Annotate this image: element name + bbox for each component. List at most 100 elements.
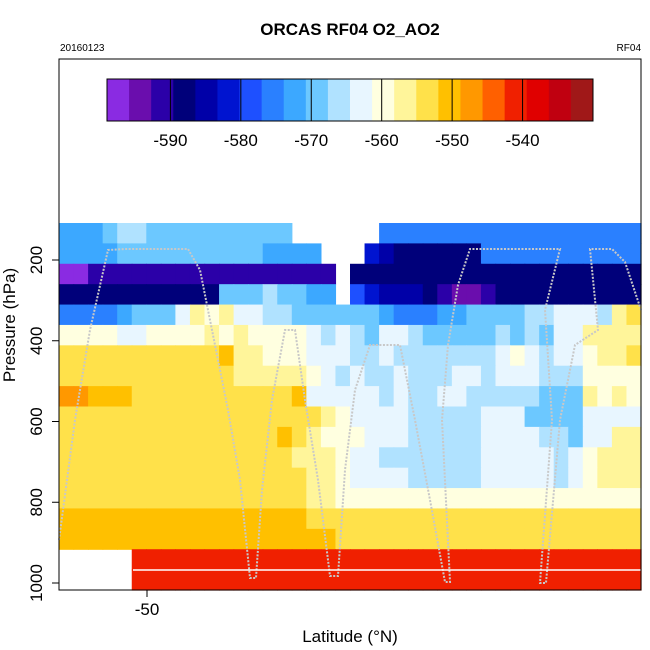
heatmap-cell <box>350 569 366 591</box>
heatmap-cell <box>480 365 497 387</box>
heatmap-cell <box>262 528 278 550</box>
heatmap-cell <box>117 365 133 387</box>
heatmap-cell <box>131 324 147 346</box>
heatmap-cell <box>73 386 89 408</box>
heatmap-cell <box>611 243 628 265</box>
heatmap-cell <box>233 223 249 244</box>
heatmap-cell <box>597 508 613 530</box>
heatmap-cell <box>451 243 467 265</box>
heatmap-cell <box>539 528 555 550</box>
heatmap-cell <box>189 569 206 591</box>
heatmap-cell <box>277 365 293 387</box>
heatmap-cell <box>510 569 526 591</box>
heatmap-cell <box>611 467 628 489</box>
heatmap-cell <box>393 488 409 510</box>
heatmap-cell <box>480 406 497 428</box>
heatmap-cell <box>393 365 409 387</box>
heatmap-cell <box>364 324 380 346</box>
heatmap-cell <box>204 508 220 530</box>
heatmap-cell <box>204 549 220 571</box>
heatmap-cell <box>306 528 322 550</box>
heatmap-cell <box>277 284 293 306</box>
heatmap-cell <box>539 386 555 408</box>
colorbar-swatch <box>327 79 351 121</box>
heatmap-cell <box>408 549 424 571</box>
heatmap-cell <box>524 508 540 530</box>
heatmap-cell <box>524 447 540 469</box>
heatmap-cell <box>626 406 642 428</box>
heatmap-cell <box>597 223 613 244</box>
heatmap-cell <box>510 549 526 571</box>
heatmap-cell <box>466 528 482 550</box>
colorbar-swatch <box>173 79 196 121</box>
heatmap-cell <box>160 324 176 346</box>
heatmap-cell <box>568 447 584 469</box>
heatmap-cell <box>393 508 409 530</box>
heatmap-cell <box>88 223 104 244</box>
heatmap-cell <box>248 528 264 550</box>
heatmap-cell <box>611 304 628 326</box>
heatmap-cell <box>408 304 424 326</box>
heatmap-cell <box>466 406 482 428</box>
heatmap-cell <box>451 528 467 550</box>
heatmap-cell <box>611 284 628 306</box>
heatmap-cell <box>626 447 642 469</box>
heatmap-cell <box>451 549 467 571</box>
heatmap-cell <box>393 447 409 469</box>
heatmap-cell <box>510 426 526 448</box>
heatmap-cell <box>59 508 75 530</box>
heatmap-cell <box>175 223 191 244</box>
heatmap-cell <box>291 263 307 285</box>
heatmap-cell <box>597 345 613 367</box>
plot-frame <box>58 58 642 591</box>
heatmap-cell <box>553 426 569 448</box>
heatmap-cell <box>320 284 337 306</box>
heatmap-cell <box>393 386 409 408</box>
heatmap-cell <box>291 365 307 387</box>
heatmap-cell <box>204 243 220 265</box>
x-axis: -50 <box>135 590 159 619</box>
heatmap-cell <box>466 569 482 591</box>
heatmap-cell <box>233 569 249 591</box>
heatmap-cell <box>422 406 438 428</box>
heatmap-cell <box>437 223 453 244</box>
heatmap-cell <box>131 467 147 489</box>
heatmap-cell <box>306 263 322 285</box>
colorbar-swatch <box>195 79 218 121</box>
heatmap-cell <box>306 406 322 428</box>
heatmap-cell <box>102 467 118 489</box>
heatmap-cell <box>408 488 424 510</box>
heatmap-cell <box>320 304 337 326</box>
y-axis: 200 400 600 800 1000 <box>27 246 59 602</box>
heatmap-cell <box>248 284 264 306</box>
heatmap-cell <box>364 304 380 326</box>
heatmap-cell <box>189 426 206 448</box>
heatmap-cell <box>626 304 642 326</box>
heatmap-cell <box>291 467 307 489</box>
heatmap-cell <box>524 549 540 571</box>
heatmap-cell <box>204 447 220 469</box>
heatmap-cell <box>248 345 264 367</box>
heatmap-cell <box>568 386 584 408</box>
heatmap-cell <box>175 324 191 346</box>
heatmap-cell <box>568 324 584 346</box>
heatmap-cell <box>160 488 176 510</box>
colorbar-swatch <box>394 79 417 121</box>
heatmap-cell <box>393 243 409 265</box>
heatmap-cell <box>568 528 584 550</box>
heatmap-cell <box>422 386 438 408</box>
heatmap-cell <box>510 406 526 428</box>
heatmap-cell <box>568 406 584 428</box>
heatmap-cell <box>335 324 351 346</box>
heatmap-cell <box>88 528 104 550</box>
heatmap-cell <box>262 386 278 408</box>
heatmap-cell <box>350 406 366 428</box>
heatmap-cell <box>277 345 293 367</box>
heatmap-cell <box>189 304 206 326</box>
heatmap-cell <box>626 386 642 408</box>
heatmap-cell <box>219 549 235 571</box>
heatmap-cell <box>393 345 409 367</box>
heatmap-cell <box>306 284 322 306</box>
heatmap-cell <box>146 223 162 244</box>
heatmap-cell <box>626 263 642 285</box>
